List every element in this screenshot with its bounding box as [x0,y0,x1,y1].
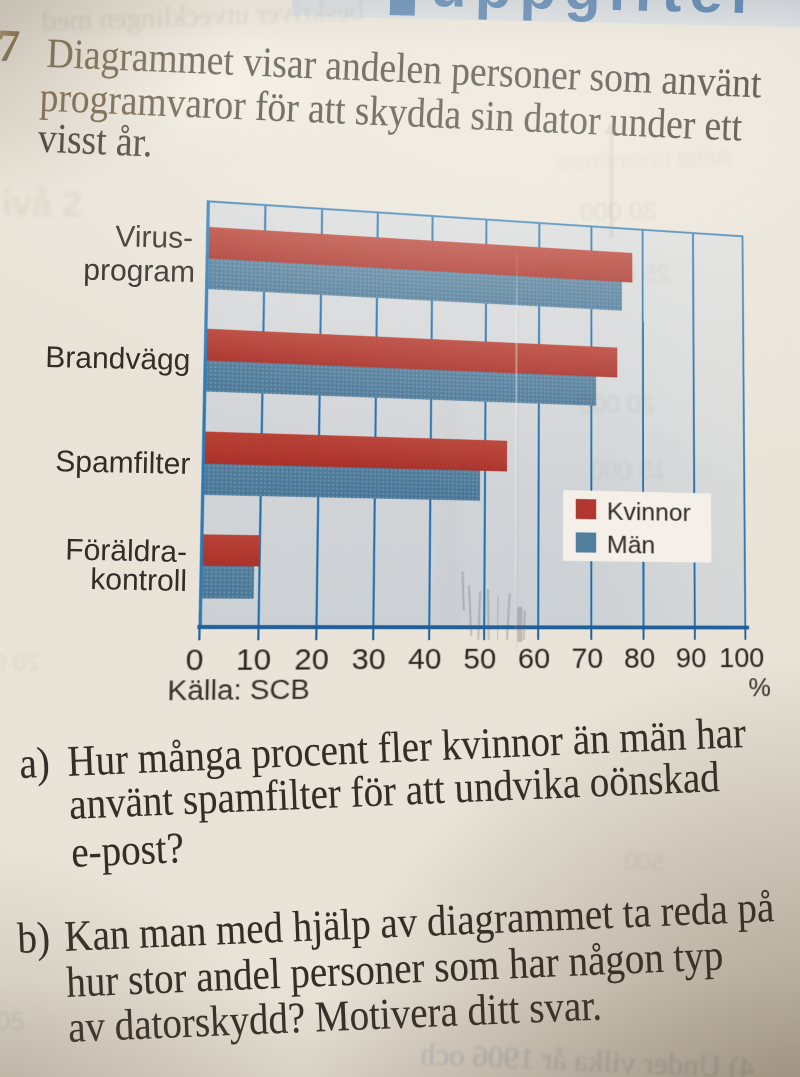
x-tick [744,629,747,640]
category-label: kontroll [90,562,188,598]
question-marker: a) [18,738,51,788]
legend-label: Män [606,529,656,560]
chart-source-label: Källa: SCB [166,674,311,707]
x-axis-line [196,624,749,630]
bar-man [202,463,480,501]
category-label: Virus- [114,219,194,255]
legend-swatch-man [575,532,597,553]
x-axis-unit-label: % [748,673,771,702]
chart-legend: Kvinnor Män [563,490,712,563]
x-tick [257,628,260,640]
x-tick-label: 100 [719,643,765,674]
legend-label: Kvinnor [606,496,691,527]
legend-swatch-kvinnor [575,498,597,520]
x-tick [198,628,201,640]
x-tick [590,628,593,640]
pencil-stroke [497,595,499,641]
category-label: Brandvägg [44,340,191,377]
bar-kvinnor [200,533,261,567]
eraser-smudge [439,367,460,631]
category-label: program [83,253,196,290]
x-tick [371,628,375,640]
gridline [692,232,696,627]
category-label: Spamfilter [54,444,191,481]
x-tick [314,628,318,640]
category-label: Föräldra- [64,533,188,569]
header-bullet-icon [389,0,416,16]
header-band-label: uppgifter [430,0,763,26]
pencil-stroke [517,606,522,642]
x-tick [693,628,697,640]
x-tick [536,628,540,640]
bar-man [200,565,254,599]
gridline [641,229,645,627]
x-tick [642,628,645,640]
x-tick [482,628,486,640]
question-marker: b) [16,913,51,963]
question-line: e-post? [70,823,185,877]
x-tick [427,628,431,640]
